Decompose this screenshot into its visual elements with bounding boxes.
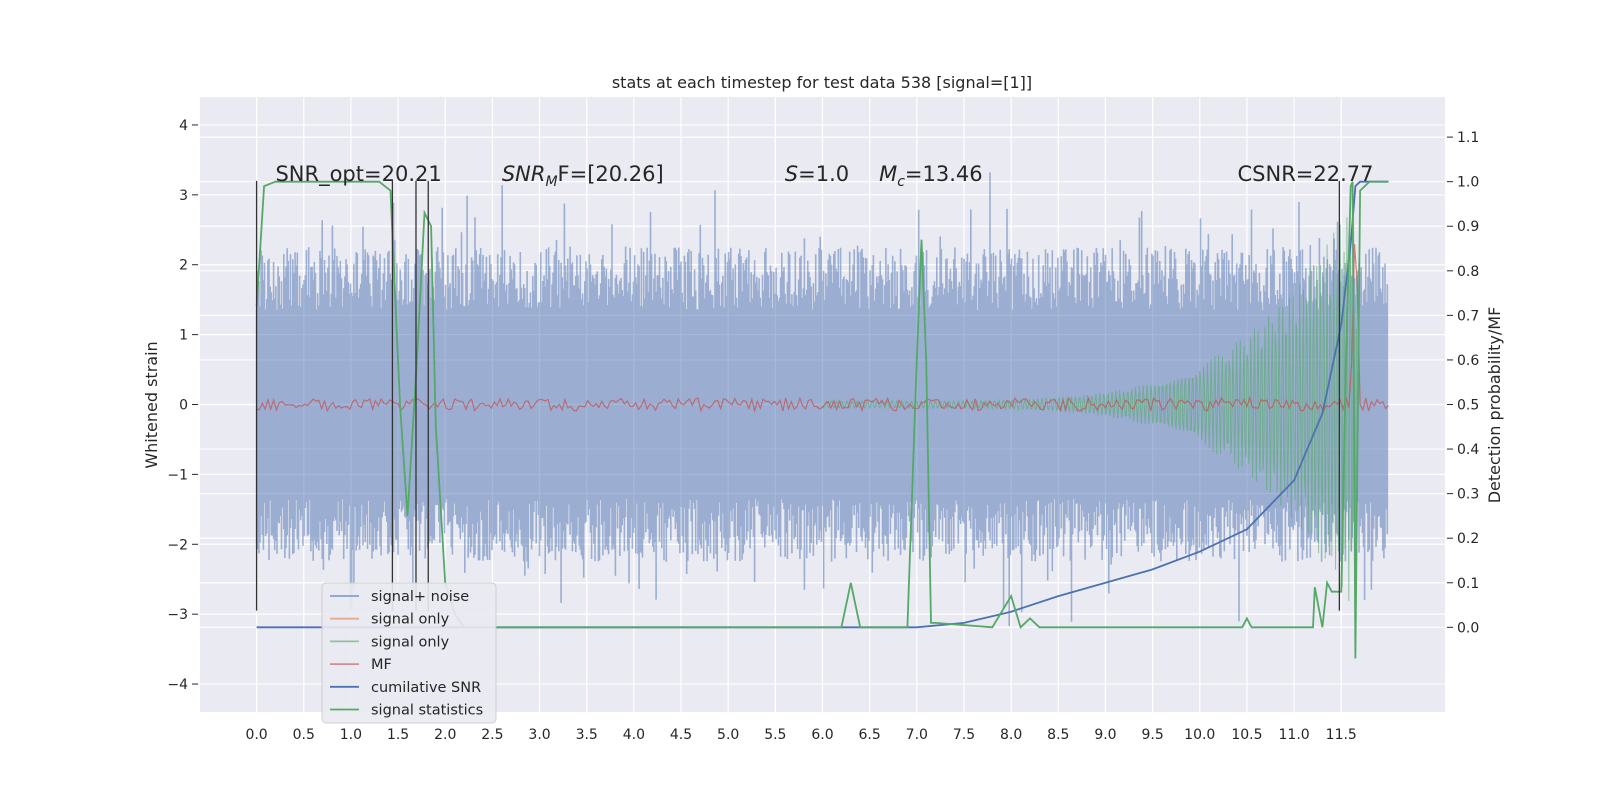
x-axis: 0.0 0.5 1.0 1.5 2.0 2.5 3.0 3.5 4.0 4.5 5.0 5.5 6.0 6…	[245, 727, 1356, 743]
y-tick-label-left: −3	[167, 607, 188, 623]
legend: signal+ noise signal only signal only MF cum…	[321, 582, 497, 724]
y-tick-label-right: 0.1	[1457, 576, 1479, 592]
y-tick-label-right: 0.7	[1457, 308, 1479, 324]
x-tick-label: 6.5	[859, 727, 881, 743]
annotation: SNRMF=[20.26]	[502, 162, 664, 190]
y-tick-label-right: 0.0	[1457, 620, 1479, 636]
x-tick-label: 3.5	[576, 727, 598, 743]
x-tick-label: 5.5	[764, 727, 786, 743]
y-tick-label-right: 0.8	[1457, 264, 1479, 280]
chart-title: stats at each timestep for test data 538…	[612, 73, 1032, 92]
y-tick-label-right: 1.1	[1457, 130, 1479, 146]
legend-label: signal statistics	[371, 703, 483, 719]
y-tick-label-right: 0.5	[1457, 398, 1479, 414]
y-axis-right: 0.0 0.1 0.2 0.3 0.4 0.5 0.6 0.7 0.8 0.9 1.0 1.1	[1447, 130, 1479, 636]
y-axis-label-left: Whitened strain	[142, 341, 161, 468]
x-tick-label: 10.5	[1231, 727, 1262, 743]
x-tick-label: 8.0	[1000, 727, 1022, 743]
legend-label: signal only	[371, 634, 450, 650]
x-tick-label: 9.5	[1141, 727, 1163, 743]
x-tick-label: 1.5	[387, 727, 409, 743]
x-tick-label: 2.0	[434, 727, 456, 743]
x-tick-label: 8.5	[1047, 727, 1069, 743]
x-tick-label: 5.0	[717, 727, 739, 743]
y-tick-label-left: 4	[179, 118, 188, 134]
y-tick-label-left: −4	[167, 677, 188, 693]
x-tick-label: 11.5	[1326, 727, 1357, 743]
x-tick-label: 10.0	[1184, 727, 1215, 743]
x-tick-label: 0.0	[245, 727, 267, 743]
legend-label: signal+ noise	[371, 589, 469, 605]
x-tick-label: 3.0	[528, 727, 550, 743]
x-tick-label: 4.0	[623, 727, 645, 743]
y-tick-label-right: 0.9	[1457, 219, 1479, 235]
legend-label: MF	[371, 657, 392, 673]
series-line	[255, 180, 1389, 659]
y-tick-label-right: 0.6	[1457, 353, 1479, 369]
series-lines	[255, 180, 1389, 659]
annotations: SNR_opt=20.21 SNRMF=[20.26] S=1.0 Mc=13.46 C…	[275, 162, 1373, 190]
legend-box	[321, 582, 497, 724]
x-tick-label: 0.5	[293, 727, 315, 743]
mf-trace	[256, 244, 1389, 414]
y-tick-label-right: 0.3	[1457, 487, 1479, 503]
signal-only-chirp	[822, 207, 1357, 614]
annotation: SNR_opt=20.21	[275, 162, 441, 187]
y-tick-label-right: 1.0	[1457, 175, 1479, 191]
annotation: Mc=13.46	[879, 162, 983, 190]
y-tick-label-left: 3	[179, 188, 188, 204]
x-tick-label: 2.5	[481, 727, 503, 743]
y-tick-label-left: 0	[179, 398, 188, 414]
x-tick-label: 6.0	[811, 727, 833, 743]
x-tick-label: 1.0	[340, 727, 362, 743]
y-tick-label-left: 2	[179, 258, 188, 274]
x-tick-label: 11.0	[1279, 727, 1310, 743]
x-tick-label: 7.0	[906, 727, 928, 743]
y-tick-label-right: 0.2	[1457, 531, 1479, 547]
y-axis-label-right: Detection probability/MF	[1485, 307, 1504, 504]
annotation: CSNR=22.77	[1238, 162, 1374, 186]
y-axis-left: −4 −3 −2 −1 0 1 2 3 4	[167, 118, 198, 693]
y-tick-label-left: −2	[167, 537, 188, 553]
legend-label: cumilative SNR	[371, 680, 481, 696]
y-tick-label-left: 1	[179, 328, 188, 344]
y-tick-label-right: 0.4	[1457, 442, 1479, 458]
x-tick-label: 7.5	[953, 727, 975, 743]
annotation: S=1.0	[785, 162, 849, 186]
vertical-markers	[255, 180, 1341, 611]
x-tick-label: 4.5	[670, 727, 692, 743]
legend-label: signal only	[371, 612, 450, 628]
y-tick-label-left: −1	[167, 467, 188, 483]
x-tick-label: 9.0	[1094, 727, 1116, 743]
